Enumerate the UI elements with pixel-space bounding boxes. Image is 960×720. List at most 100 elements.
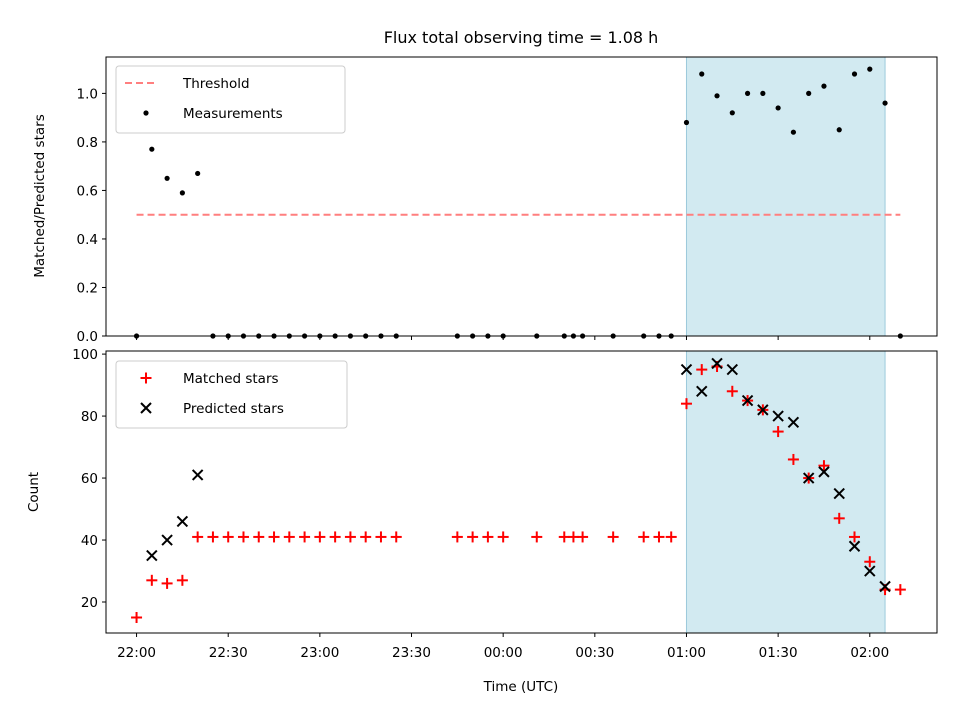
count-series-0-point-14 — [344, 531, 356, 543]
count-series-1-point-16 — [864, 565, 876, 577]
count-series-0-point-31 — [696, 364, 708, 376]
ratio-series-0-point-39 — [821, 83, 827, 89]
count-series-0-point-9 — [268, 531, 280, 543]
count-legend-label-1: Predicted stars — [183, 401, 284, 417]
count-legend-label-0: Matched stars — [183, 371, 279, 387]
count-panel: 20 40 60 80 100 22:00 22:30 23:00 23:30 00:00 00:3… — [72, 347, 938, 661]
ratio-series-0-point-41 — [851, 71, 858, 77]
count-series-0-point-29 — [665, 531, 677, 543]
count-y-tick-label-1: 40 — [81, 533, 98, 549]
count-series-0-point-3 — [176, 574, 188, 586]
count-series-0-point-36 — [772, 426, 784, 438]
x-tick-label-2: 23:00 — [300, 645, 339, 661]
count-series-0-point-37 — [787, 453, 799, 465]
count-series-0-point-16 — [375, 531, 387, 543]
count-series-0-point-40 — [833, 512, 845, 524]
count-series-1-point-4 — [680, 363, 693, 376]
ratio-legend-label-0: Threshold — [182, 76, 250, 92]
count-series-0-point-20 — [482, 531, 494, 543]
count-series-1-point-9 — [757, 404, 769, 416]
count-series-1-point-2 — [176, 515, 189, 528]
x-axis-label: Time (UTC) — [483, 679, 559, 695]
ratio-y-tick-label-4: 0.8 — [77, 135, 98, 151]
count-y-tick-label-3: 80 — [81, 409, 98, 425]
count-y-tick-label-4: 100 — [72, 347, 98, 363]
count-series-0-point-17 — [390, 531, 402, 543]
ratio-y-axis-label: Matched/Predicted stars — [32, 114, 48, 277]
x-tick-label-3: 23:30 — [392, 645, 431, 661]
count-series-0-point-2 — [161, 577, 173, 589]
ratio-y-tick-label-2: 0.4 — [77, 232, 98, 248]
count-axes-frame — [105, 350, 938, 634]
count-series-1-point-11 — [787, 416, 800, 428]
count-series-0-point-44 — [894, 584, 906, 596]
ratio-series-0-point-33 — [729, 110, 735, 116]
count-series-0-point-12 — [314, 531, 326, 543]
count-legend: Matched stars Predicted stars — [115, 360, 348, 429]
count-series-1-point-17 — [879, 580, 891, 593]
ratio-y-tick-label-5: 1.0 — [77, 86, 98, 102]
count-series-0-point-22 — [531, 531, 543, 543]
count-series-0-point-0 — [131, 612, 143, 624]
count-series-0-point-25 — [577, 531, 589, 543]
count-series-1-point-15 — [848, 540, 861, 552]
count-legend-swatch-0 — [140, 372, 152, 384]
ratio-y-tick-label-3: 0.6 — [77, 183, 98, 199]
count-series-0-point-5 — [207, 531, 219, 543]
count-series-0-point-10 — [283, 531, 295, 543]
ratio-legend: Threshold Measurements — [115, 65, 346, 134]
count-series-0-point-39 — [818, 460, 830, 472]
ratio-shaded-span — [685, 56, 886, 337]
ratio-series-0-point-35 — [760, 90, 766, 96]
ratio-y-tick-label-1: 0.2 — [77, 280, 98, 296]
count-series-1-point-14 — [833, 487, 845, 500]
count-series-0-point-33 — [726, 385, 738, 397]
count-series-1-point-8 — [741, 394, 754, 407]
count-series-0-point-41 — [849, 531, 861, 543]
count-series-0-point-6 — [222, 531, 234, 543]
ratio-series-0-point-4 — [195, 170, 201, 177]
ratio-series-0-point-37 — [790, 129, 797, 135]
count-shaded-span — [685, 350, 886, 634]
count-series-0-point-8 — [253, 531, 265, 543]
chart-title: Flux total observing time = 1.08 h — [384, 28, 659, 47]
count-series-1-point-13 — [818, 466, 830, 478]
ratio-series-0-point-38 — [806, 90, 812, 96]
count-series-0-point-4 — [192, 531, 204, 543]
count-series-1-point-10 — [772, 410, 784, 422]
ratio-series-0-point-42 — [867, 66, 873, 72]
ratio-legend-swatch-1 — [143, 110, 149, 116]
count-legend-swatch-1 — [140, 402, 152, 414]
count-series-0-point-1 — [146, 574, 158, 586]
ratio-series-0-point-34 — [744, 90, 751, 96]
ratio-y-tick-label-0: 0.0 — [77, 329, 98, 345]
ratio-series-0-point-32 — [714, 93, 720, 99]
count-y-axis-label: Count — [26, 472, 42, 512]
ratio-series-0-point-1 — [149, 146, 155, 152]
x-tick-label-5: 00:30 — [575, 645, 614, 661]
count-series-1-point-1 — [161, 534, 173, 546]
count-y-tick-label-0: 20 — [81, 595, 98, 611]
count-series-0-point-7 — [237, 531, 249, 543]
count-series-1-point-3 — [191, 469, 204, 481]
count-series-0-point-21 — [497, 531, 509, 543]
ratio-series-0-point-36 — [775, 105, 781, 111]
ratio-series-0-point-40 — [836, 127, 842, 133]
ratio-series-0-point-3 — [179, 190, 185, 196]
x-tick-label-0: 22:00 — [117, 645, 156, 661]
count-series-0-point-28 — [653, 531, 665, 543]
count-series-0-point-18 — [451, 531, 463, 543]
ratio-series-0-point-30 — [683, 119, 690, 126]
ratio-series-0-point-43 — [882, 100, 888, 106]
count-series-0-point-26 — [607, 531, 619, 543]
count-series-0-point-19 — [467, 531, 479, 543]
count-series-0-point-42 — [864, 556, 876, 568]
ratio-series-0-point-2 — [164, 175, 170, 181]
count-series-1-point-0 — [146, 549, 158, 562]
x-tick-label-8: 02:00 — [850, 645, 889, 661]
count-y-tick-label-2: 60 — [81, 471, 98, 487]
ratio-series-0-point-31 — [699, 71, 705, 77]
ratio-legend-box — [115, 65, 346, 134]
count-series-0-point-27 — [638, 531, 650, 543]
ratio-legend-label-1: Measurements — [183, 106, 283, 122]
